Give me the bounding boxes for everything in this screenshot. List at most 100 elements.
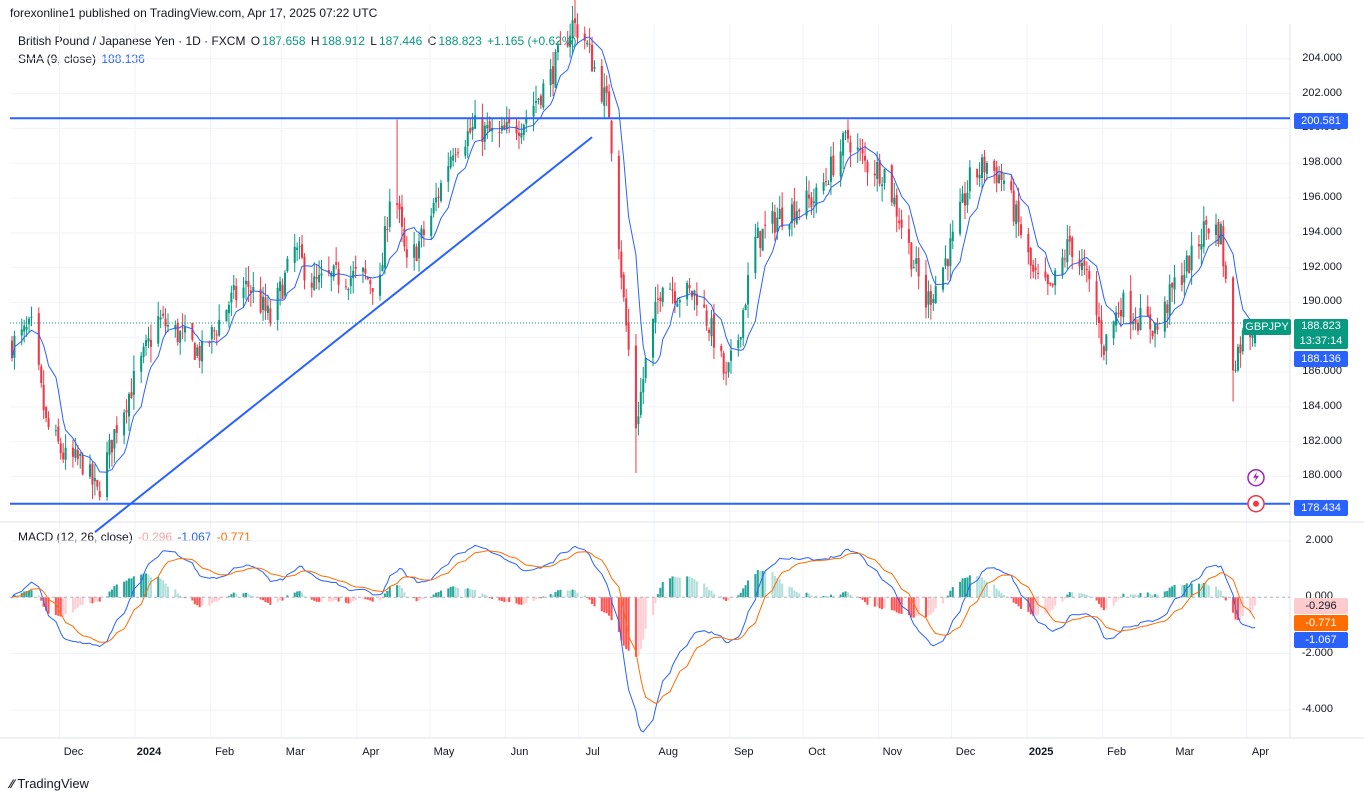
bar-countdown: 13:37:14 xyxy=(1299,335,1343,347)
macd-histogram-bar xyxy=(1154,594,1157,598)
macd-histogram-bar xyxy=(661,581,664,598)
macd-histogram-bar xyxy=(1217,589,1220,598)
open-label: O xyxy=(250,34,261,48)
candle-body xyxy=(571,20,574,39)
macd-histogram-bar xyxy=(352,597,355,602)
candle-body xyxy=(1232,277,1235,371)
macd-histogram-bar xyxy=(778,579,781,598)
candle-body xyxy=(842,133,845,156)
macd-histogram-bar xyxy=(76,597,79,608)
trendline xyxy=(94,136,593,533)
candle-body xyxy=(225,309,228,322)
candle-body xyxy=(59,443,62,454)
macd-histogram-bar xyxy=(140,574,143,598)
macd-histogram-bar xyxy=(676,577,679,598)
candle-body xyxy=(1234,369,1237,371)
candle-body xyxy=(371,288,374,292)
macd-histogram-bar xyxy=(688,576,691,598)
candle-body xyxy=(1068,235,1071,242)
macd-histogram-bar xyxy=(744,585,747,598)
candle-body xyxy=(149,339,152,347)
macd-histogram-bar xyxy=(712,593,715,598)
macd-histogram-bar xyxy=(929,597,932,615)
candle-body xyxy=(915,258,918,264)
candle-body xyxy=(435,197,438,203)
macd-histogram-bar xyxy=(898,597,901,614)
macd-histogram-bar xyxy=(166,586,170,598)
macd-histogram-bar xyxy=(1232,597,1235,613)
macd-histogram-bar xyxy=(488,597,491,599)
macd-histogram-bar xyxy=(795,591,798,598)
candle-body xyxy=(759,231,762,248)
macd-histogram-bar xyxy=(1132,594,1135,598)
candle-body xyxy=(815,187,818,206)
macd-histogram-bar xyxy=(849,594,852,598)
time-tick-label: Feb xyxy=(215,746,235,758)
macd-histogram-bar xyxy=(842,592,845,598)
candle-body xyxy=(761,228,764,251)
macd-histogram-bar xyxy=(781,583,784,598)
candle-body xyxy=(1029,248,1032,266)
candle-body xyxy=(164,318,167,327)
candle-body xyxy=(508,117,511,124)
candle-body xyxy=(469,128,472,133)
candle-body xyxy=(525,117,528,124)
support-price-tag: 178.434 xyxy=(1294,500,1348,516)
candle-body xyxy=(876,161,879,179)
candle-body xyxy=(464,146,467,156)
candle-body xyxy=(215,334,218,336)
candle-body xyxy=(145,340,148,346)
macd-histogram-bar xyxy=(1180,585,1183,598)
macd-histogram-bar xyxy=(1054,597,1057,606)
candle-body xyxy=(1046,274,1049,285)
macd-histogram-bar xyxy=(720,595,723,598)
macd-histogram-bar xyxy=(179,595,182,598)
candle-body xyxy=(747,275,750,305)
macd-histogram-bar xyxy=(825,595,828,598)
macd-histogram-bar xyxy=(159,578,162,598)
macd-histogram-bar xyxy=(966,577,969,598)
candle-body xyxy=(622,274,625,298)
candle-body xyxy=(242,287,245,299)
macd-histogram-bar xyxy=(678,577,681,598)
candle-body xyxy=(556,45,559,53)
macd-histogram-bar xyxy=(1032,597,1035,616)
candle-body xyxy=(537,98,540,100)
macd-histogram-bar xyxy=(832,595,835,598)
tradingview-logo[interactable]: ⁄⁄ TradingView xyxy=(10,776,89,791)
candle-body xyxy=(259,289,262,313)
macd-histogram-bar xyxy=(981,577,984,598)
candle-body xyxy=(617,155,620,250)
candle-body xyxy=(932,298,935,303)
candle-body xyxy=(1037,272,1040,274)
candle-body xyxy=(1085,269,1088,271)
candle-body xyxy=(1180,275,1183,285)
macd-histogram-bar xyxy=(310,597,313,600)
macd-histogram-bar xyxy=(71,597,74,613)
candle-body xyxy=(71,447,74,457)
candle-body xyxy=(1251,334,1254,338)
macd-histogram-bar xyxy=(157,577,160,598)
candle-body xyxy=(1185,255,1188,272)
candle-body xyxy=(354,266,357,269)
candle-body xyxy=(142,346,145,357)
candle-body xyxy=(907,229,910,243)
macd-histogram-bar xyxy=(74,597,77,610)
macd-histogram-bar xyxy=(115,584,118,598)
macd-histogram-bar xyxy=(361,597,364,600)
macd-histogram-bar xyxy=(415,597,418,602)
candle-body xyxy=(552,66,555,84)
candle-body xyxy=(379,274,382,296)
macd-histogram-bar xyxy=(452,586,455,598)
candle-body xyxy=(912,267,915,269)
candle-body xyxy=(659,297,662,302)
macd-signal-tag: -0.771 xyxy=(1294,615,1348,631)
candle-body xyxy=(335,262,338,265)
candle-body xyxy=(213,330,216,332)
macd-histogram-bar xyxy=(398,585,401,598)
candle-body xyxy=(293,246,296,263)
macd-histogram-bar xyxy=(708,590,711,598)
candle-body xyxy=(1149,314,1152,330)
macd-histogram-bar xyxy=(213,597,216,603)
